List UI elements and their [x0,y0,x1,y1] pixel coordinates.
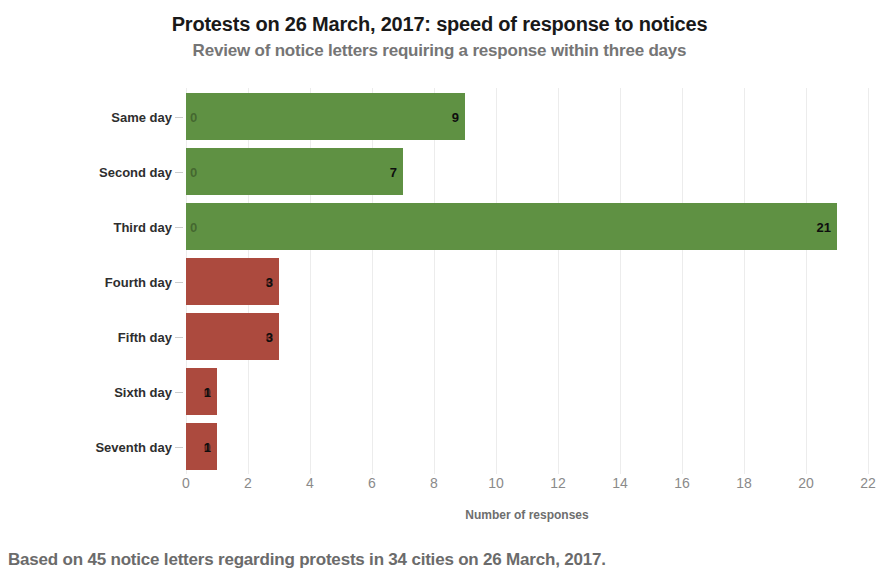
bar-value-label: 3 [266,275,273,288]
category-label: Sixth day [114,384,172,399]
chart-row: Third day021 [186,203,868,250]
x-tick-label: 2 [244,476,252,490]
chart-row: Second day07 [186,148,868,195]
zero-value-label: 0 [190,220,197,233]
category-tick-dash [175,392,183,393]
chart-figure: Protests on 26 March, 2017: speed of res… [0,0,879,575]
x-tick-label: 6 [368,476,376,490]
bar: 01 [186,368,217,415]
category-tick-dash [175,282,183,283]
bar-value-label: 21 [817,220,831,233]
category-label: Same day [111,109,172,124]
bar-rows: Same day09Second day07Third day021Fourth… [186,93,868,470]
category-tick-dash [175,337,183,338]
x-tick-label: 16 [674,476,690,490]
x-tick-label: 10 [488,476,504,490]
x-tick-label: 4 [306,476,314,490]
chart-row: Fifth day03 [186,313,868,360]
chart-row: Same day09 [186,93,868,140]
x-tick-label: 22 [860,476,876,490]
x-tick-label: 12 [550,476,566,490]
bar: 01 [186,423,217,470]
bar-value-label: 9 [452,110,459,123]
category-tick-dash [175,172,183,173]
bar: 07 [186,148,403,195]
bar: 03 [186,313,279,360]
category-label: Seventh day [95,439,172,454]
bar-value-label: 1 [204,385,211,398]
page-title: Protests on 26 March, 2017: speed of res… [0,13,879,36]
bar: 03 [186,258,279,305]
chart-row: Fourth day03 [186,258,868,305]
x-tick-label: 18 [736,476,752,490]
category-label: Third day [113,219,172,234]
x-axis-ticks: 0246810121416182022 [186,470,868,490]
bar: 0 21 [186,203,837,250]
page-subtitle: Review of notice letters requiring a res… [0,41,879,61]
x-tick-label: 0 [182,476,190,490]
x-axis-title: Number of responses [186,508,868,522]
category-tick-dash [175,227,183,228]
bar-value-label: 1 [204,440,211,453]
bar-value-label: 3 [266,330,273,343]
plot-area: Same day09Second day07Third day021Fourth… [186,88,868,470]
x-tick-label: 20 [798,476,814,490]
bar: 09 [186,93,465,140]
zero-value-label: 0 [190,165,197,178]
category-label: Fourth day [105,274,172,289]
category-label: Fifth day [118,329,172,344]
category-label: Second day [99,164,172,179]
chart-row: Sixth day01 [186,368,868,415]
bar-value-label: 7 [390,165,397,178]
chart-row: Seventh day01 [186,423,868,470]
category-tick-dash [175,117,183,118]
category-tick-dash [175,447,183,448]
x-tick-label: 14 [612,476,628,490]
zero-value-label: 0 [190,110,197,123]
footer-note: Based on 45 notice letters regarding pro… [8,550,868,570]
x-tick-label: 8 [430,476,438,490]
